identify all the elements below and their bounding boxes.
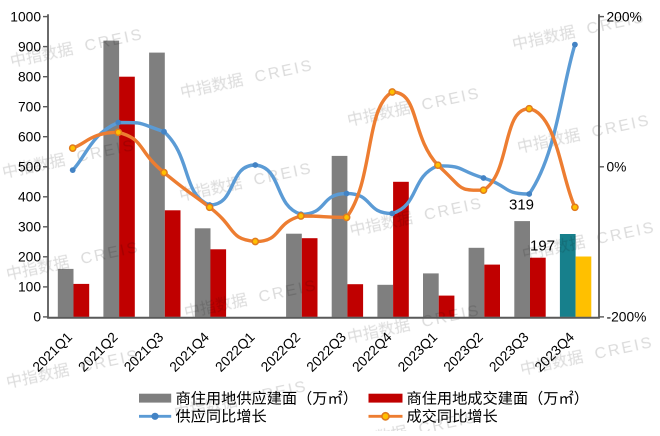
svg-text:100: 100 xyxy=(18,280,41,295)
svg-text:800: 800 xyxy=(18,70,41,85)
svg-text:600: 600 xyxy=(18,130,41,145)
svg-text:700: 700 xyxy=(18,100,41,115)
svg-text:900: 900 xyxy=(18,39,41,54)
svg-text:500: 500 xyxy=(18,160,41,175)
svg-text:400: 400 xyxy=(18,190,41,205)
svg-text:319: 319 xyxy=(509,197,534,214)
svg-text:300: 300 xyxy=(18,220,41,235)
svg-text:-200%: -200% xyxy=(607,310,647,325)
svg-text:1000: 1000 xyxy=(10,9,41,24)
svg-text:200: 200 xyxy=(18,250,41,265)
svg-text:197: 197 xyxy=(530,238,555,255)
svg-text:0: 0 xyxy=(33,310,41,325)
svg-text:200%: 200% xyxy=(607,9,642,24)
svg-text:0%: 0% xyxy=(607,160,627,175)
